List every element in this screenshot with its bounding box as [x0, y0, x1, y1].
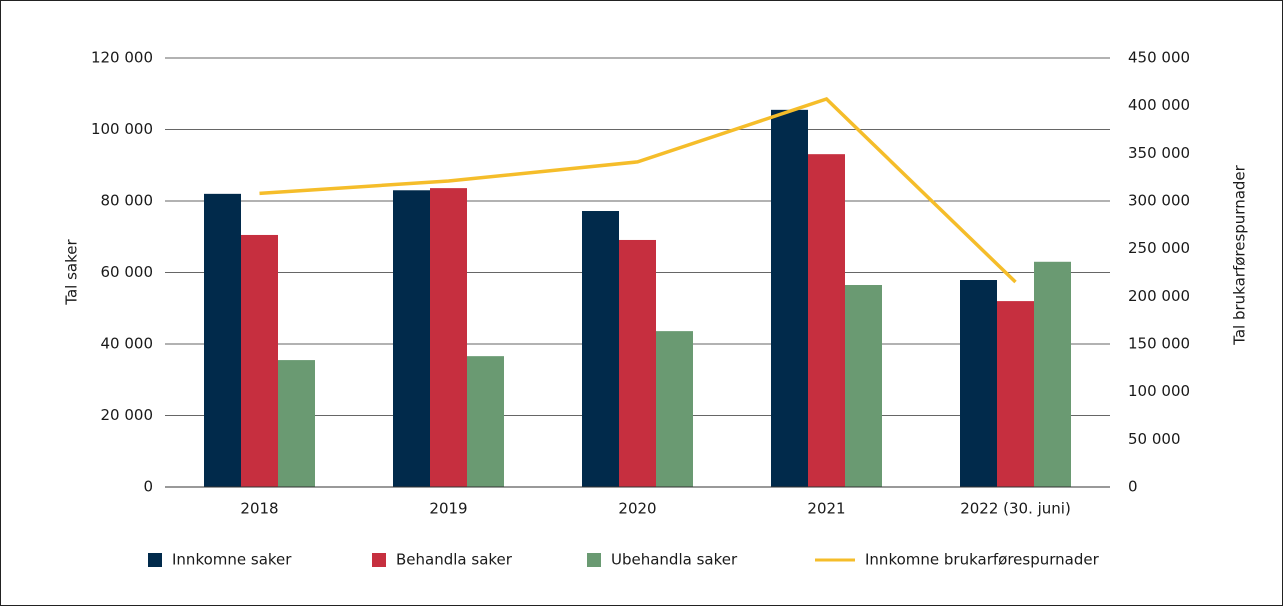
- legend-label: Behandla saker: [396, 551, 513, 569]
- legend-label: Ubehandla saker: [611, 551, 738, 569]
- legend-label: Innkomne saker: [172, 551, 292, 569]
- y2-tick-label: 400 000: [1128, 96, 1190, 114]
- y-tick-label: 40 000: [101, 335, 154, 353]
- y-tick-label: 60 000: [101, 263, 154, 281]
- x-tick-label: 2021: [807, 500, 845, 518]
- bar: [241, 234, 278, 487]
- bar: [960, 280, 997, 487]
- legend-label: Innkomne brukarførespurnader: [865, 551, 1100, 569]
- y-axis-title: Tal saker: [63, 238, 81, 305]
- x-tick-label: 2019: [429, 500, 467, 518]
- x-tick-label: 2018: [240, 500, 278, 518]
- bar: [582, 211, 619, 487]
- y2-tick-label: 50 000: [1128, 430, 1181, 448]
- legend-swatch: [372, 553, 386, 567]
- bar: [619, 239, 656, 487]
- y2-axis-title: Tal brukarførespurnader: [1231, 164, 1249, 346]
- bar: [771, 109, 808, 488]
- bar: [845, 285, 882, 487]
- x-tick-label: 2022 (30. juni): [960, 500, 1071, 518]
- y2-tick-label: 200 000: [1128, 287, 1190, 305]
- y2-tick-label: 150 000: [1128, 335, 1190, 353]
- line: [259, 96, 1017, 284]
- bar: [808, 154, 845, 488]
- y-tick-label: 0: [143, 478, 153, 496]
- y-tick-label: 100 000: [91, 120, 153, 138]
- bar: [656, 331, 693, 487]
- y2-tick-label: 100 000: [1128, 382, 1190, 400]
- y-tick-label: 120 000: [91, 49, 153, 67]
- y2-tick-label: 350 000: [1128, 144, 1190, 162]
- y2-tick-label: 250 000: [1128, 239, 1190, 257]
- y2-tick-label: 300 000: [1128, 192, 1190, 210]
- bar: [1034, 261, 1071, 487]
- y-tick-label: 20 000: [101, 406, 154, 424]
- bar: [997, 301, 1034, 487]
- legend-swatch: [587, 553, 601, 567]
- legend-swatch: [148, 553, 162, 567]
- bar: [204, 193, 241, 487]
- bar: [467, 356, 504, 487]
- y-tick-label: 80 000: [101, 192, 154, 210]
- x-tick-label: 2020: [618, 500, 656, 518]
- y2-tick-label: 0: [1128, 478, 1138, 496]
- y2-tick-label: 450 000: [1128, 49, 1190, 67]
- bar: [430, 188, 467, 487]
- bar: [393, 190, 430, 487]
- bar: [278, 360, 315, 487]
